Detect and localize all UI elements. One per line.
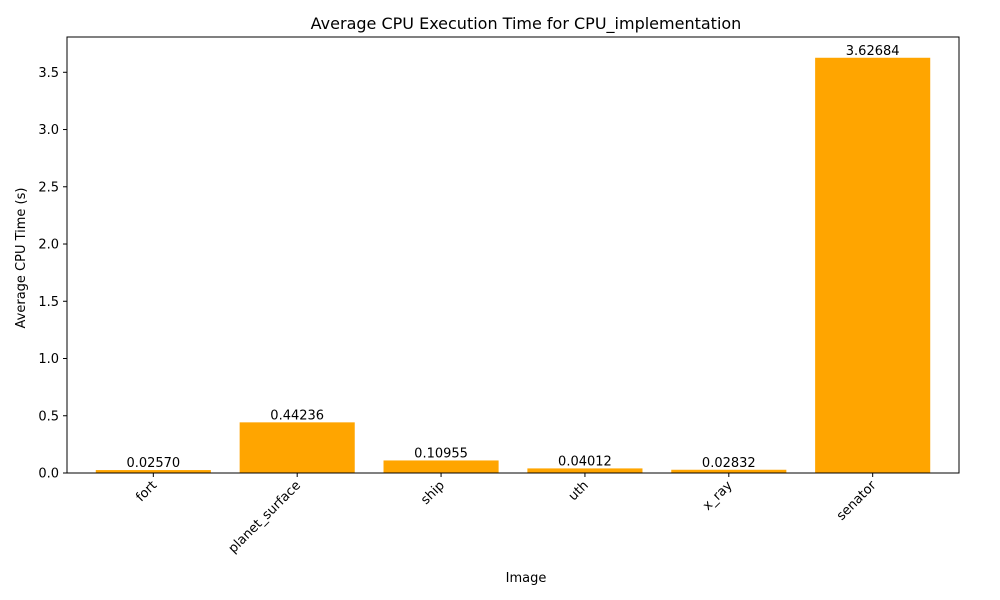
y-tick-label: 0.5 bbox=[38, 409, 59, 424]
bars: 0.02570 0.44236 0.10955 0.04012 0.02832 3.626… bbox=[95, 44, 931, 474]
plot-frame bbox=[66, 36, 960, 474]
y-tick-label: 2.0 bbox=[38, 238, 59, 253]
y-ticks: 0.0 0.5 1.0 1.5 2.0 2.5 3.0 3.5 bbox=[38, 66, 67, 482]
x-tick-label: senator bbox=[834, 478, 880, 524]
bar bbox=[527, 468, 643, 473]
bar-value-label: 0.02570 bbox=[126, 456, 180, 471]
y-tick-label: 3.5 bbox=[38, 66, 59, 81]
bar-value-label: 0.04012 bbox=[558, 454, 612, 469]
x-tick-label: ship bbox=[418, 478, 448, 508]
bar-value-label: 0.02832 bbox=[702, 456, 756, 471]
x-ticks: fort planet_surface ship uth x_ray senator bbox=[133, 473, 880, 557]
bar bbox=[815, 57, 931, 474]
bar bbox=[383, 460, 499, 473]
y-axis-label: Average CPU Time (s) bbox=[14, 188, 29, 329]
x-tick-label: x_ray bbox=[700, 478, 736, 514]
chart-title: Average CPU Execution Time for CPU_imple… bbox=[311, 14, 742, 34]
y-tick-label: 1.5 bbox=[38, 295, 59, 310]
y-tick-label: 0.0 bbox=[38, 467, 59, 482]
bar bbox=[95, 470, 211, 473]
x-axis-label: Image bbox=[506, 571, 547, 586]
x-tick-label: planet_surface bbox=[226, 478, 304, 556]
bar bbox=[671, 469, 787, 473]
x-tick-label: uth bbox=[566, 478, 592, 504]
bar-value-label: 3.62684 bbox=[846, 44, 900, 59]
y-tick-label: 1.0 bbox=[38, 352, 59, 367]
y-tick-label: 3.0 bbox=[38, 123, 59, 138]
y-tick-label: 2.5 bbox=[38, 180, 59, 195]
bar-value-label: 0.44236 bbox=[270, 408, 324, 423]
x-tick-label: fort bbox=[133, 478, 160, 505]
bar bbox=[239, 422, 355, 473]
bar-value-label: 0.10955 bbox=[414, 446, 468, 461]
